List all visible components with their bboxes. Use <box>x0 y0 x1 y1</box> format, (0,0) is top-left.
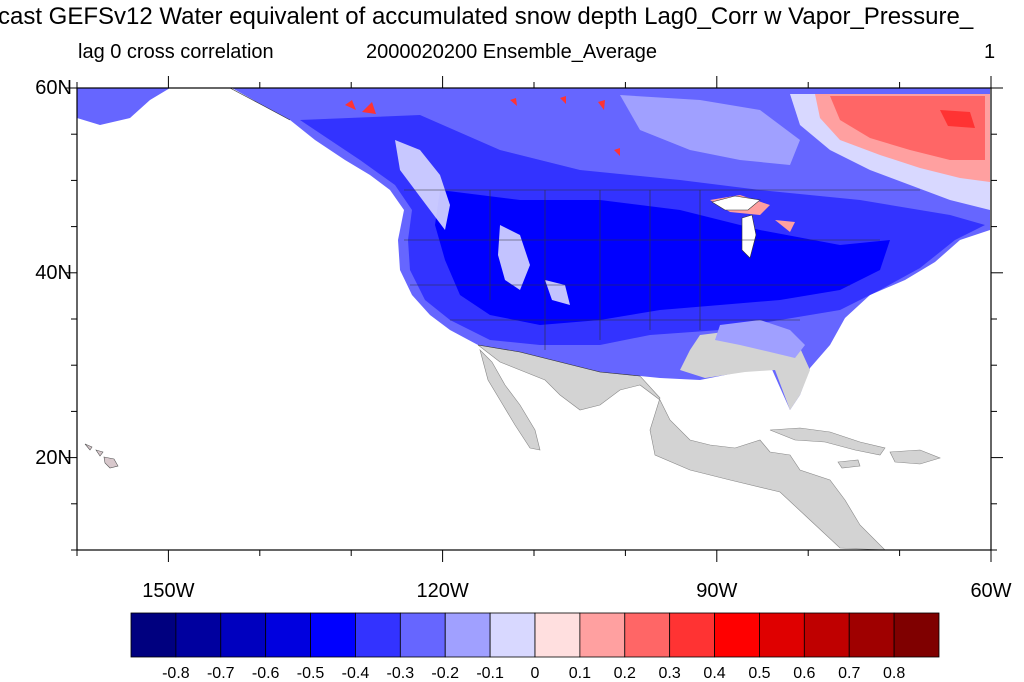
colorbar-label: -0.7 <box>206 665 235 682</box>
lat-label: 20N <box>35 446 72 469</box>
lake-michigan <box>741 214 757 259</box>
colorbar-swatch <box>803 612 850 658</box>
axis-ticks <box>65 76 1003 562</box>
colorbar-label: 0 <box>530 665 540 682</box>
colorbar <box>130 612 940 658</box>
hispaniola <box>889 449 941 465</box>
mexico-landmass <box>477 344 886 550</box>
jamaica <box>837 459 861 469</box>
colorbar-swatch <box>175 612 222 658</box>
hawaii-islands <box>84 443 119 469</box>
colorbar-label: 0.3 <box>658 665 681 682</box>
lon-label: 120W <box>416 580 469 602</box>
colorbar-label: 0.8 <box>882 665 906 682</box>
colorbar-swatch <box>534 612 581 658</box>
right-subtitle: 1 <box>984 41 996 63</box>
political-borders <box>229 88 920 377</box>
colorbar-label: 0.2 <box>613 665 636 682</box>
colorbar-label: -0.6 <box>251 665 280 682</box>
colorbar-swatch <box>265 612 311 658</box>
colorbar-swatch <box>130 612 177 658</box>
map-field <box>77 88 990 550</box>
colorbar-swatch <box>714 612 760 658</box>
left-subtitle: lag 0 cross correlation <box>78 41 274 63</box>
colorbar-label: -0.3 <box>386 665 415 682</box>
colorbar-swatch <box>848 612 895 658</box>
plot-title: cast GEFSv12 Water equivalent of accumul… <box>0 3 974 30</box>
lon-label: 150W <box>142 580 195 602</box>
colorbar-label: -0.4 <box>341 665 370 682</box>
colorbar-label: -0.8 <box>162 665 190 682</box>
colorbar-swatch <box>579 612 626 658</box>
colorbar-swatch <box>310 612 356 658</box>
colorbar-swatch <box>759 612 805 658</box>
southeast-weak <box>715 320 805 358</box>
lon-label: 90W <box>696 580 738 602</box>
colorbar-swatch <box>624 612 671 658</box>
colorbar-swatch <box>220 612 267 658</box>
north-light <box>620 95 800 165</box>
rockies-light <box>395 140 570 305</box>
lat-label: 60N <box>35 77 72 99</box>
colorbar-swatch <box>489 612 536 658</box>
colorbar-swatch <box>444 612 491 658</box>
colorbar-label: 0.5 <box>748 665 771 682</box>
core-negative-region <box>435 190 890 325</box>
colorbar-label: -0.5 <box>296 665 325 682</box>
colorbar-swatch <box>399 612 446 658</box>
colorbar-label: -0.2 <box>431 665 460 682</box>
baja-california <box>479 348 541 451</box>
lat-label: 40N <box>35 261 72 284</box>
lon-label: 60W <box>970 580 1012 602</box>
center-subtitle: 2000020200 Ensemble_Average <box>366 41 657 63</box>
colorbar-label: 0.1 <box>568 665 591 682</box>
cuba <box>769 427 886 456</box>
colorbar-label: 0.4 <box>703 665 726 682</box>
colorbar-label: -0.1 <box>476 665 504 682</box>
colorbar-swatch <box>355 612 401 658</box>
colorbar-swatch <box>669 612 715 658</box>
lake-superior <box>711 195 761 211</box>
alaska-field <box>77 88 170 125</box>
positive-region-peak <box>940 110 975 128</box>
colorbar-label: 0.7 <box>838 665 861 682</box>
colorbar-swatch <box>893 612 940 658</box>
colorbar-label: 0.6 <box>793 665 816 682</box>
